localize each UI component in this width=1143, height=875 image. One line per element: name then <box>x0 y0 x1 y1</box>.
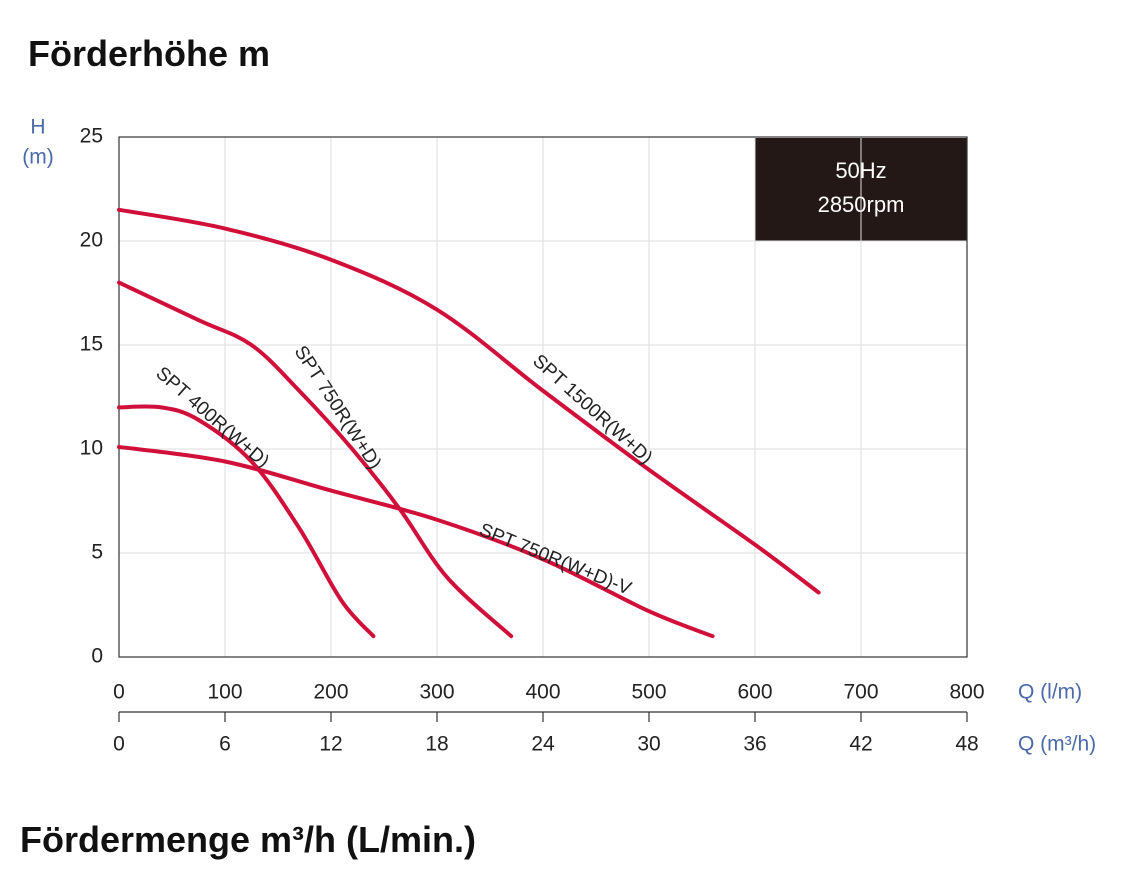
x-tick-label: 400 <box>525 681 560 704</box>
x2-tick-label: 0 <box>113 733 125 756</box>
chart-title: Förderhöhe m <box>28 33 270 74</box>
x2-axis-label: Q (m³/h) <box>1018 733 1096 756</box>
curve <box>117 444 715 639</box>
curve-label: SPT 1500R(W+D) <box>528 351 656 469</box>
x2-tick-label: 6 <box>219 733 231 756</box>
curve-label: SPT 750R(W+D) <box>290 342 385 473</box>
y-tick-label: 0 <box>91 645 103 668</box>
x2-tick-label: 18 <box>425 733 448 756</box>
x-tick-label: 800 <box>949 681 984 704</box>
curve-label: SPT 750R(W+D)-V <box>476 520 634 600</box>
x2-tick-label: 30 <box>637 733 660 756</box>
x2-tick-label: 36 <box>743 733 766 756</box>
x2-tick-label: 12 <box>319 733 342 756</box>
x-axis-label: Q (l/m) <box>1018 681 1082 704</box>
y-tick-label: 10 <box>80 437 103 460</box>
curve <box>117 207 821 595</box>
x-tick-label: 500 <box>631 681 666 704</box>
plot-frame <box>118 136 968 658</box>
x-tick-label: 300 <box>419 681 454 704</box>
x2-tick-label: 48 <box>955 733 978 756</box>
y-tick-label: 20 <box>80 229 103 252</box>
x-tick-label: 100 <box>207 681 242 704</box>
y-tick-label: 25 <box>80 125 103 148</box>
x2-tick-label: 42 <box>849 733 872 756</box>
y-tick-label: 15 <box>80 333 103 356</box>
x-tick-label: 0 <box>113 681 125 704</box>
y-axis-label: (m) <box>22 146 53 169</box>
x-tick-label: 200 <box>313 681 348 704</box>
curve <box>117 280 514 639</box>
curve-label: SPT 400R(W+D) <box>152 363 273 472</box>
chart-subtitle: Fördermenge m³/h (L/min.) <box>20 819 476 860</box>
x-tick-label: 600 <box>737 681 772 704</box>
y-axis-label: H <box>30 116 45 139</box>
curve <box>117 404 376 639</box>
x-tick-label: 700 <box>843 681 878 704</box>
y-tick-label: 5 <box>91 541 103 564</box>
x2-tick-label: 24 <box>531 733 555 756</box>
